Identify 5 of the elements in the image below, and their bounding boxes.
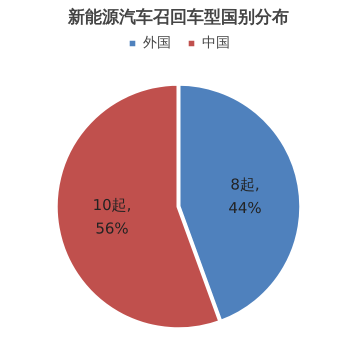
legend-label: 外国: [143, 34, 171, 52]
data-label: 8起, 44%: [228, 175, 262, 217]
chart-title: 新能源汽车召回车型国别分布: [67, 8, 289, 28]
legend-label: 中国: [202, 34, 230, 52]
data-label: 10起, 56%: [92, 196, 132, 238]
